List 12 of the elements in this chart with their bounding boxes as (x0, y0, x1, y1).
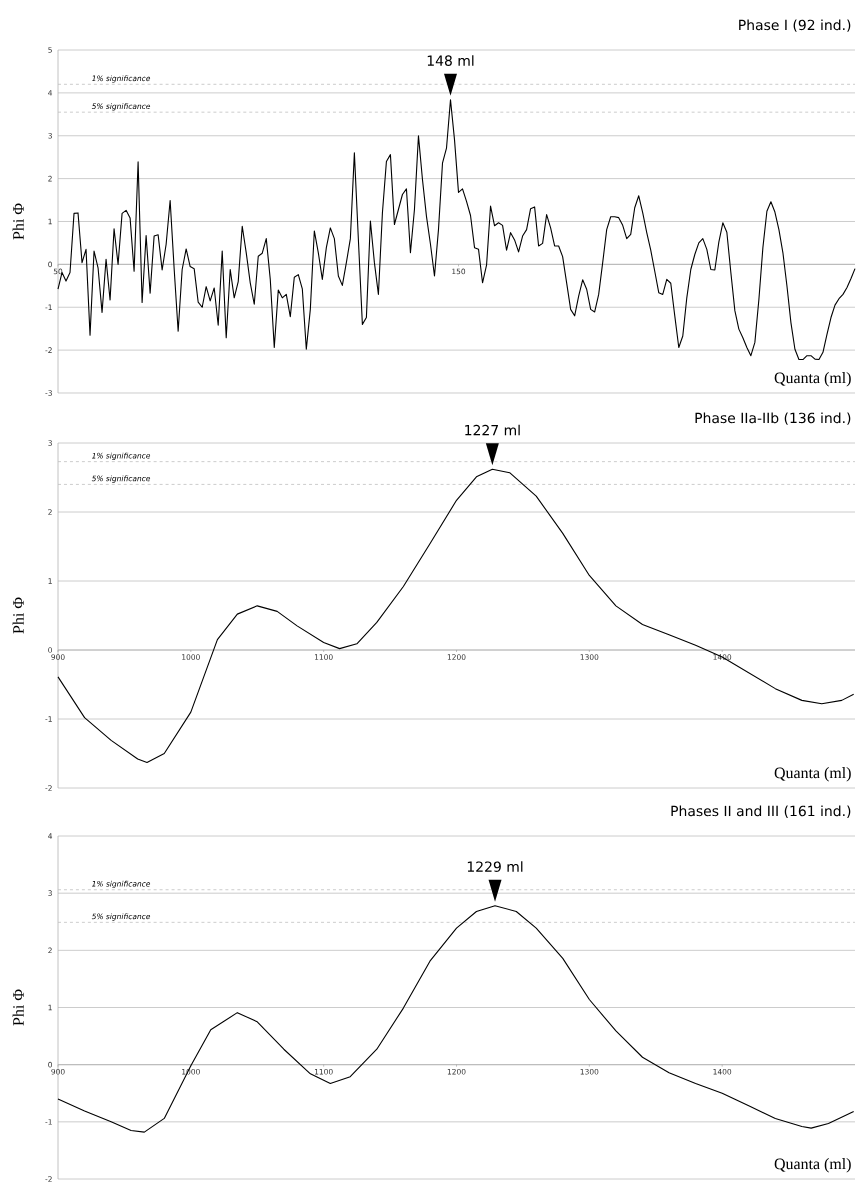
chart-title: Phase I (92 ind.) (739, 19, 851, 32)
annotation: 1227 ml (465, 424, 520, 436)
chart-title: Phase IIa-IIb (136 ind.) (695, 412, 851, 425)
annotation: 1229 ml (467, 861, 523, 872)
annotation: 148 ml (427, 55, 474, 66)
x-axis-title: Quanta (ml) (774, 1158, 851, 1173)
y-axis-title: Phi Φ (12, 203, 24, 240)
x-axis-title: Quanta (ml) (774, 372, 851, 387)
y-axis-title: Phi Φ (12, 989, 24, 1026)
y-axis-title: Phi Φ (12, 597, 24, 634)
x-axis-title: Quanta (ml) (774, 767, 851, 782)
chart-title: Phases II and III (161 ind.) (671, 805, 851, 818)
